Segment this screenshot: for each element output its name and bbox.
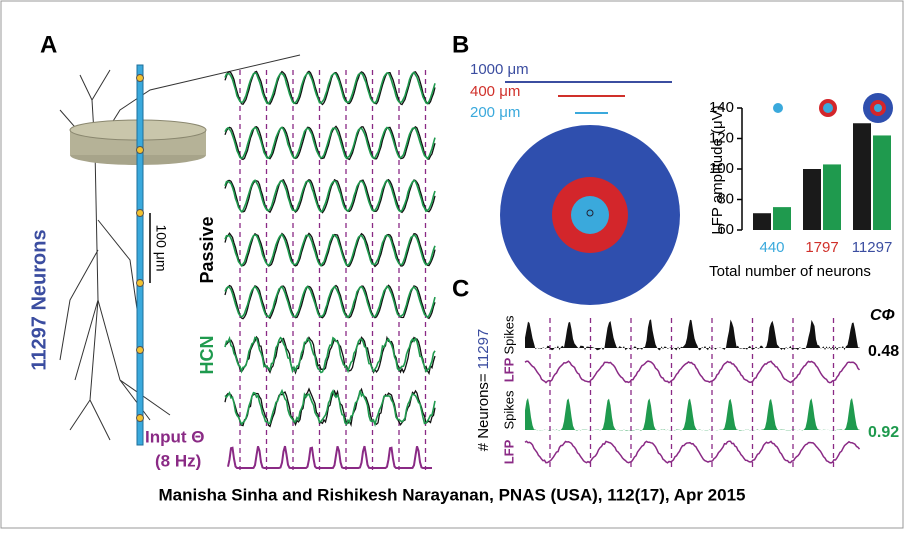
bar: [753, 213, 771, 230]
hcn-label: HCN: [197, 336, 217, 375]
y-axis-label: LFP amplitude (μV): [709, 105, 726, 234]
traces: [224, 70, 436, 470]
lfp-trace: [524, 360, 861, 384]
coherence-value: 0.92: [868, 424, 899, 441]
neurons-label: # Neurons= 11297: [475, 329, 492, 452]
scale-text: 200 μm: [470, 104, 520, 121]
y-tick-label: 140: [709, 99, 734, 116]
lfp-trace: [524, 440, 861, 464]
row-label: Spikes: [501, 315, 516, 355]
contacts: [136, 74, 144, 422]
bar: [803, 169, 821, 230]
trace: [224, 233, 436, 267]
passive-label: Passive: [197, 216, 217, 283]
coherence-value: 0.48: [868, 343, 899, 360]
electrode: [136, 64, 144, 446]
scale-text: 1000 μm: [470, 61, 529, 78]
neurons-count: 11297: [475, 329, 492, 370]
y-tick-label: 100: [709, 160, 734, 177]
scale-label: 100 μm: [153, 225, 169, 272]
bar: [773, 207, 791, 230]
row-label: Spikes: [501, 390, 516, 430]
trace: [224, 335, 436, 376]
disk-icons: [773, 93, 893, 123]
panel-label: B: [452, 31, 469, 58]
freq-label: (8 Hz): [155, 451, 201, 470]
spike-hist: [525, 319, 860, 351]
panel-label: C: [452, 275, 469, 302]
trace: [224, 71, 436, 105]
y-tick-label: 60: [717, 221, 734, 238]
x-axis-label: Total number of neurons: [709, 263, 871, 280]
trace: [224, 388, 436, 428]
coherence-label: CΦ: [870, 307, 895, 324]
trace: [224, 335, 436, 374]
scale-arrows: [505, 81, 672, 114]
bar-chart: 60 80 100 120 140 440 1797 11297: [709, 99, 892, 256]
x-tick-label: 11297: [852, 239, 893, 256]
row-label: LFP: [501, 439, 516, 464]
bar: [823, 164, 841, 230]
traces: [524, 318, 861, 470]
row-label: LFP: [501, 357, 516, 382]
bar: [873, 135, 891, 230]
disk: [500, 125, 680, 305]
caption: Manisha Sinha and Rishikesh Narayanan, P…: [158, 485, 745, 504]
panel-label: A: [40, 31, 57, 58]
trace: [224, 126, 436, 160]
trace: [224, 387, 436, 428]
spike-hist: [525, 398, 860, 431]
input-trace: [227, 445, 432, 469]
scale-text: 400 μm: [470, 83, 520, 100]
neuron-count: 11297 Neurons: [28, 229, 50, 370]
neurons-prefix: # Neurons=: [475, 373, 492, 451]
y-tick-label: 120: [709, 129, 734, 146]
x-tick-label: 1797: [805, 239, 838, 256]
bar: [853, 123, 871, 230]
trace: [224, 285, 436, 319]
trace: [224, 179, 436, 213]
y-tick-label: 80: [717, 190, 734, 207]
x-tick-label: 440: [759, 239, 784, 256]
input-label: Input Θ: [145, 427, 204, 446]
